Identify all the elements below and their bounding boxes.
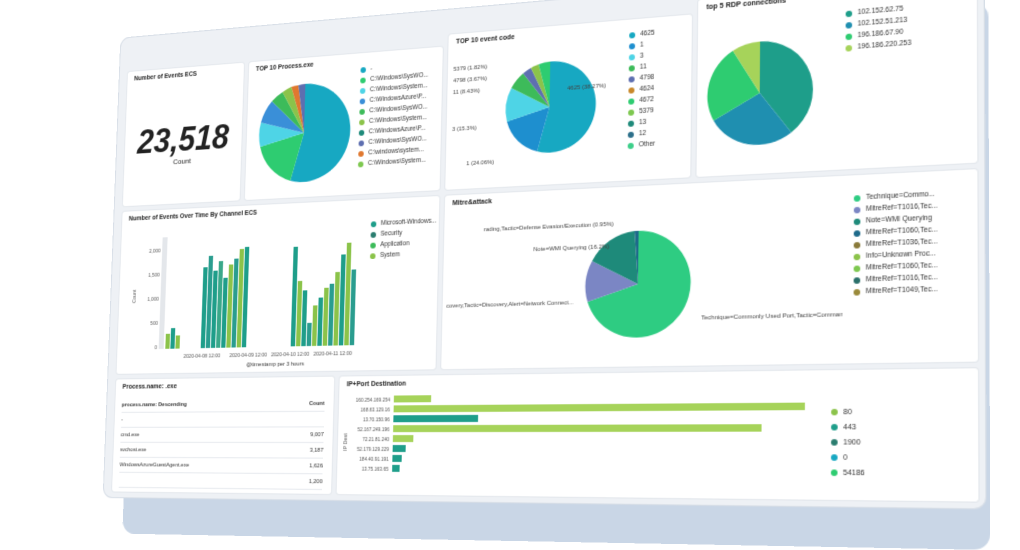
panel-ip-port[interactable]: IP+Port Destination IP Dest 160.254.169.… [337, 368, 979, 501]
svg-text:1,500: 1,500 [148, 272, 160, 278]
svg-text:2,000: 2,000 [149, 248, 161, 254]
panel-title: IP+Port Destination [347, 381, 407, 389]
table-row[interactable]: svchost.exe 3,187 [120, 443, 324, 459]
panel-process-name[interactable]: Process.name: .exe process.name: Descend… [112, 377, 334, 494]
dashboard-screen: Number of Events ECS 23,518 Count TOP 10… [103, 0, 986, 531]
svg-text:5379 (1.82%): 5379 (1.82%) [453, 64, 487, 73]
panel-process-exe[interactable]: TOP 10 Process.exe - C:\Win [245, 47, 443, 200]
panel-title: Number of Events ECS [134, 71, 197, 82]
legend-item[interactable]: Other [628, 138, 656, 151]
svg-text:11 (8.43%): 11 (8.43%) [453, 88, 480, 96]
table-row[interactable]: cmd.exe 9,007 [120, 427, 324, 443]
dashboard-canvas: Number of Events ECS 23,518 Count TOP 10… [104, 0, 986, 508]
svg-text:72.21.81.240: 72.21.81.240 [362, 437, 389, 442]
process-legend: - C:\Windows\SysWO... C:\Windows\System.… [358, 59, 429, 169]
svg-text:2020-04-10 12:00: 2020-04-10 12:00 [271, 352, 310, 359]
panel-event-code[interactable]: TOP 10 event code 5379 (1.82%) 4798 (3.6… [445, 14, 692, 189]
panel-rdp[interactable]: top 5 RDP connections 102.152.62.75 102.… [696, 0, 977, 177]
legend-item[interactable]: MitreRef=T1049,Tec... [854, 284, 938, 298]
events-bar-chart[interactable]: 2,000 1,500 1,000 500 0 Count [120, 215, 366, 370]
svg-text:13.75.163.65: 13.75.163.65 [362, 466, 389, 471]
svg-text:1,000: 1,000 [147, 297, 159, 303]
svg-text:13.70.150.96: 13.70.150.96 [363, 417, 390, 422]
column-header-count[interactable]: Count [309, 401, 325, 407]
process-table: process.name: Descending Count - cmd.exe… [119, 396, 325, 490]
panel-title: top 5 RDP connections [706, 0, 786, 11]
table-row[interactable]: - [121, 412, 324, 428]
rdp-pie-chart[interactable] [701, 21, 818, 163]
bars-group-2 [291, 242, 357, 346]
legend-item[interactable]: 54186 [831, 465, 865, 480]
svg-text:3 (15.3%): 3 (15.3%) [452, 125, 477, 133]
legend-item[interactable]: 80 [831, 404, 865, 419]
mitre-pie-chart[interactable]: rading,Tactic=Defense Evasion/Execution … [445, 191, 843, 368]
panel-title: TOP 10 Process.exe [256, 62, 314, 73]
svg-text:IP Dest: IP Dest [343, 433, 349, 451]
svg-text:0: 0 [154, 345, 157, 351]
legend-item[interactable]: System [370, 248, 436, 261]
table-header: process.name: Descending Count [122, 396, 325, 413]
ip-port-bar-chart[interactable]: IP Dest 160.254.169.254 168.63.129.16 13… [340, 388, 809, 496]
legend-item[interactable]: 1900 [831, 435, 865, 450]
panel-title: Process.name: .exe [122, 383, 177, 390]
process-pie-chart[interactable] [252, 69, 359, 195]
svg-text:covery,Tactic=Discovery,Alert=: covery,Tactic=Discovery,Alert=Network Co… [446, 300, 574, 310]
svg-text:184.40.91.191: 184.40.91.191 [359, 457, 389, 462]
legend-item[interactable]: 443 [831, 420, 865, 435]
svg-text:2020-04-09 12:00: 2020-04-09 12:00 [229, 352, 267, 359]
svg-text:4625 (38.27%): 4625 (38.27%) [567, 83, 606, 92]
svg-text:2020-04-11 12:00: 2020-04-11 12:00 [313, 351, 352, 358]
column-header-process[interactable]: process.name: Descending [122, 402, 187, 408]
event-code-pie-chart[interactable]: 5379 (1.82%) 4798 (3.67%) 11 (8.43%) 3 (… [449, 36, 625, 186]
svg-text:Technique=Commonly Used Port,T: Technique=Commonly Used Port,Tactic=Comm… [701, 312, 843, 322]
panel-mitre[interactable]: Mitre&attack rading,Tactic=Defense Evasi… [441, 169, 978, 369]
panel-events-ecs[interactable]: Number of Events ECS 23,518 Count [123, 63, 244, 207]
svg-text:@timestamp per 3 hours: @timestamp per 3 hours [246, 361, 304, 368]
ip-port-legend: 80 443 1900 0 54186 [831, 404, 865, 480]
svg-text:rading,Tactic=Defense Evasion/: rading,Tactic=Defense Evasion/Execution … [484, 221, 614, 233]
svg-text:160.254.169.254: 160.254.169.254 [356, 397, 391, 403]
table-row[interactable]: 1,200 [119, 473, 323, 490]
panel-title: Mitre&attack [452, 198, 492, 207]
panel-title: TOP 10 event code [456, 34, 515, 46]
svg-text:52.167.249.196: 52.167.249.196 [358, 427, 390, 432]
svg-text:52.179.129.229: 52.179.129.229 [357, 447, 389, 452]
svg-text:168.63.129.16: 168.63.129.16 [361, 407, 391, 412]
rdp-legend: 102.152.62.75 102.152.51.213 196.186.67.… [846, 3, 912, 54]
legend-item[interactable]: 0 [831, 450, 865, 465]
panel-events-over-time[interactable]: Number of Events Over Time By Channel EC… [116, 196, 439, 374]
table-row[interactable]: WindowsAzureGuestAgent.exe 1,626 [119, 458, 323, 475]
event-code-legend: 4625 1 3 11 4798 4624 4672 5379 13 12 Ot… [628, 27, 657, 151]
bars-group-1 [165, 247, 249, 349]
mitre-legend: Technique=Commo... MitreRef=T1016,Tec...… [854, 188, 938, 297]
svg-text:2020-04-08 12:00: 2020-04-08 12:00 [183, 353, 220, 360]
events-legend: Microsoft-Windows... Security Applicatio… [370, 216, 437, 262]
svg-text:1 (24.06%): 1 (24.06%) [466, 159, 494, 167]
svg-text:4798 (3.67%): 4798 (3.67%) [453, 76, 487, 85]
svg-text:500: 500 [150, 321, 158, 327]
svg-text:Count: Count [132, 289, 138, 303]
